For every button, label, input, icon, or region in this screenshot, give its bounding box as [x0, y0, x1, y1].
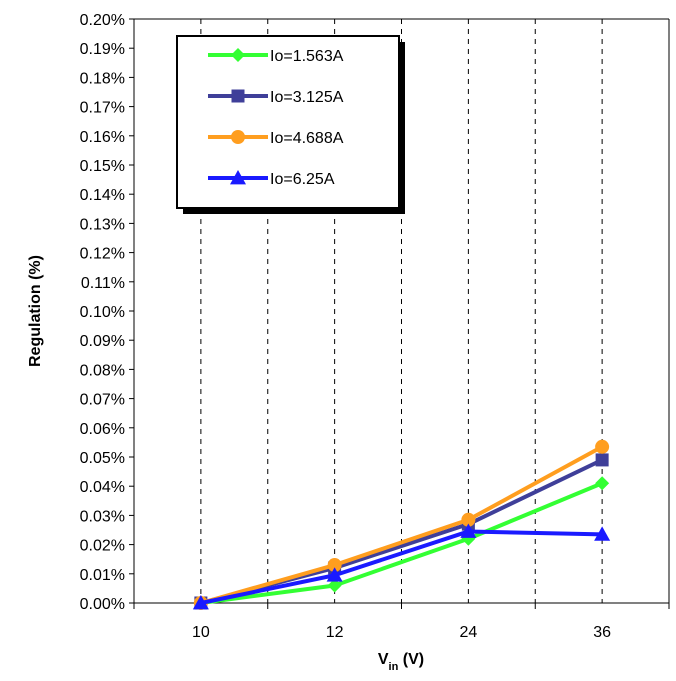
- x-tick-label: 36: [593, 624, 611, 641]
- legend-label: Io=1.563A: [270, 48, 344, 65]
- x-tick-label: 10: [192, 624, 210, 641]
- series-layer: [192, 439, 611, 610]
- legend-label: Io=4.688A: [270, 130, 344, 147]
- y-axis-title: Regulation (%): [27, 255, 44, 367]
- grid-lines: [200, 19, 603, 603]
- y-tick-label: 0.05%: [80, 450, 125, 467]
- y-tick-label: 0.07%: [80, 392, 125, 409]
- series-3: [193, 439, 610, 610]
- y-tick-label: 0.14%: [80, 187, 125, 204]
- x-tick-labels: 10 12 24 36: [192, 624, 611, 641]
- x-axis-title: Vin (V): [378, 651, 424, 673]
- y-tick-label: 0.01%: [80, 567, 125, 584]
- y-tick-label: 0.00%: [80, 596, 125, 613]
- data-point-circle: [327, 558, 342, 573]
- y-tick-label: 0.02%: [80, 538, 125, 555]
- y-tick-label: 0.16%: [80, 129, 125, 146]
- y-tick-label: 0.09%: [80, 333, 125, 350]
- legend: Io=1.563A Io=3.125A Io=4.688A Io=6.25A: [176, 35, 405, 214]
- series-4: [192, 523, 611, 610]
- x-axis-title-main: V: [378, 651, 389, 668]
- data-point-circle: [595, 439, 610, 454]
- data-point-square: [231, 89, 245, 103]
- y-tick-label: 0.13%: [80, 216, 125, 233]
- y-tick-label: 0.18%: [80, 70, 125, 87]
- axes: [129, 18, 670, 609]
- data-point-triangle: [192, 595, 209, 610]
- data-point-diamond: [595, 476, 610, 491]
- data-point-circle: [231, 130, 245, 144]
- legend-item: Io=1.563A: [208, 48, 344, 65]
- legend-item: Io=4.688A: [208, 130, 344, 147]
- data-point-circle: [461, 512, 476, 527]
- series-line: [200, 481, 603, 605]
- series-line: [200, 445, 604, 605]
- y-tick-label: 0.06%: [80, 421, 125, 438]
- y-tick-label: 0.10%: [80, 304, 125, 321]
- data-point-square: [595, 453, 609, 467]
- y-tick-label: 0.19%: [80, 41, 125, 58]
- data-point-diamond: [231, 48, 245, 62]
- legend-item: Io=3.125A: [208, 89, 344, 106]
- data-point-triangle: [230, 170, 246, 185]
- y-tick-label: 0.04%: [80, 479, 125, 496]
- y-tick-label: 0.17%: [80, 100, 125, 117]
- data-point-diamond: [327, 578, 342, 593]
- x-tick-label: 12: [326, 624, 344, 641]
- y-tick-label: 0.15%: [80, 158, 125, 175]
- y-tick-labels: 0.00% 0.01% 0.02% 0.03% 0.04% 0.05% 0.06% 0.07%…: [80, 12, 125, 613]
- y-tick-label: 0.12%: [80, 246, 125, 263]
- y-tick-label: 0.20%: [80, 12, 125, 29]
- x-tick-label: 24: [459, 624, 477, 641]
- y-tick-label: 0.11%: [81, 275, 125, 292]
- legend-label: Io=3.125A: [270, 89, 344, 106]
- data-point-triangle: [594, 526, 611, 541]
- series-line: [200, 529, 603, 605]
- legend-item: Io=6.25A: [208, 170, 335, 188]
- data-point-triangle: [326, 567, 343, 582]
- legend-items: Io=1.563A Io=3.125A Io=4.688A Io=6.25A: [208, 48, 344, 188]
- y-tick-label: 0.03%: [80, 508, 125, 525]
- legend-label: Io=6.25A: [270, 171, 335, 188]
- data-point-triangle: [460, 523, 477, 538]
- x-axis-title-unit: (V): [398, 651, 424, 668]
- x-axis-title-sub: in: [389, 661, 399, 673]
- y-tick-label: 0.08%: [80, 362, 125, 379]
